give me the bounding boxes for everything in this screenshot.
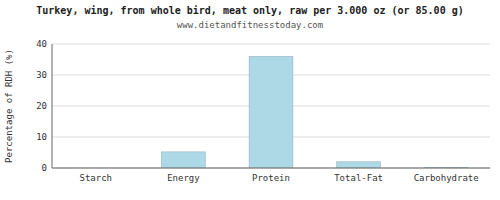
y-tick-label: 40	[36, 39, 47, 49]
x-axis-line	[52, 168, 490, 169]
y-axis-label: Percentage of RDH (%)	[4, 49, 14, 163]
y-tick-label: 30	[36, 70, 47, 80]
bar	[249, 56, 293, 168]
y-axis-line	[52, 44, 53, 168]
chart-container: Turkey, wing, from whole bird, meat only…	[0, 0, 500, 200]
y-axis: 0 10 20 30 40	[36, 39, 490, 173]
y-tick-label: 10	[36, 132, 47, 142]
bar	[337, 162, 381, 168]
grid-line	[52, 44, 490, 45]
x-axis: Starch Energy Protein Total-Fat Carbohydrate	[80, 173, 479, 183]
x-tick-label: Protein	[252, 173, 290, 183]
bars	[162, 56, 469, 168]
x-tick-label: Energy	[167, 173, 200, 183]
bar	[162, 152, 206, 168]
chart: Turkey, wing, from whole bird, meat only…	[0, 0, 500, 200]
y-tick-label: 20	[36, 101, 47, 111]
grid-line	[52, 168, 490, 169]
y-tick-label: 0	[42, 163, 47, 173]
x-tick-label: Total-Fat	[334, 173, 383, 183]
x-tick-label: Starch	[80, 173, 113, 183]
subtitle: www.dietandfitnesstoday.com	[177, 20, 323, 30]
title: Turkey, wing, from whole bird, meat only…	[36, 5, 463, 16]
x-tick-label: Carbohydrate	[414, 173, 479, 183]
